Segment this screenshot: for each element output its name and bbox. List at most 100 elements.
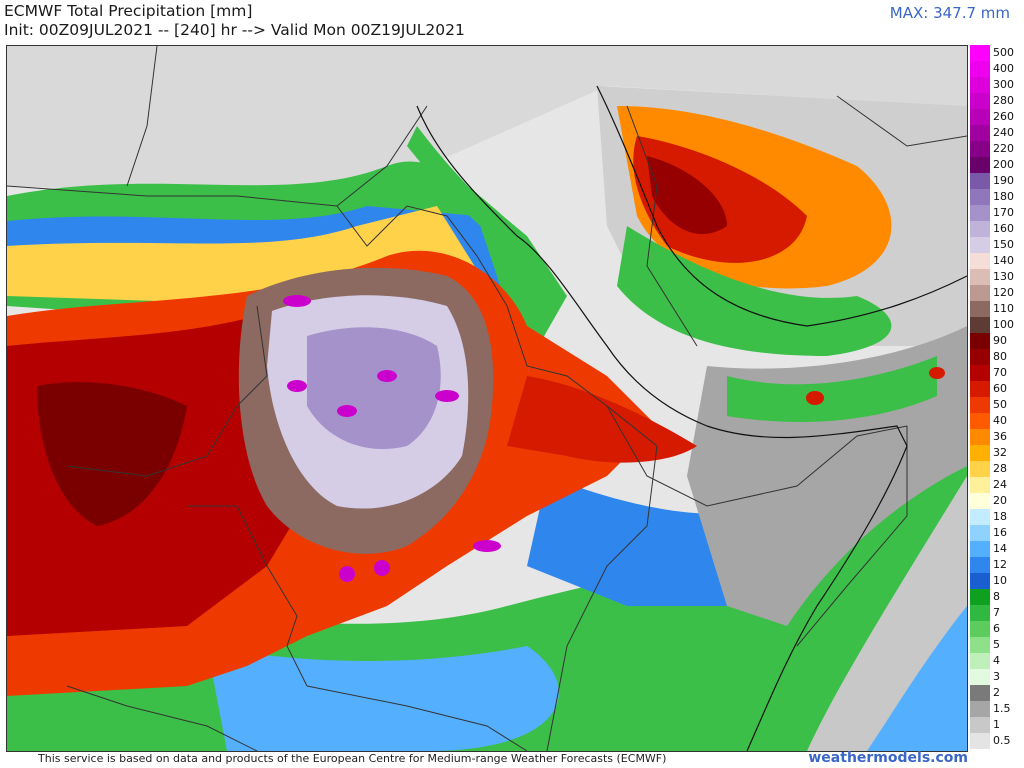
legend-item: 400	[970, 61, 1022, 77]
legend-swatch	[970, 77, 990, 93]
legend-label: 7	[993, 606, 1000, 619]
legend-swatch	[970, 557, 990, 573]
legend-label: 36	[993, 430, 1007, 443]
legend-swatch	[970, 301, 990, 317]
legend-swatch	[970, 381, 990, 397]
legend-label: 28	[993, 462, 1007, 475]
legend-label: 6	[993, 622, 1000, 635]
legend-swatch	[970, 317, 990, 333]
legend-swatch	[970, 237, 990, 253]
legend-item: 18	[970, 509, 1022, 525]
ocean-blue	[867, 606, 967, 751]
legend-swatch	[970, 685, 990, 701]
legend-label: 3	[993, 670, 1000, 683]
legend-item: 180	[970, 189, 1022, 205]
intense-core-1	[283, 295, 311, 307]
legend-label: 2	[993, 686, 1000, 699]
legend-swatch	[970, 589, 990, 605]
legend-swatch	[970, 653, 990, 669]
legend-item: 120	[970, 285, 1022, 301]
legend-label: 190	[993, 174, 1014, 187]
legend-swatch	[970, 285, 990, 301]
legend-label: 160	[993, 222, 1014, 235]
title-line-1: ECMWF Total Precipitation [mm]	[4, 2, 253, 20]
legend-label: 4	[993, 654, 1000, 667]
legend-label: 280	[993, 94, 1014, 107]
legend-swatch	[970, 669, 990, 685]
legend-swatch	[970, 733, 990, 749]
max-precip-label: MAX: 347.7 mm	[889, 4, 1010, 22]
legend-item: 60	[970, 381, 1022, 397]
legend-item: 90	[970, 333, 1022, 349]
legend-label: 70	[993, 366, 1007, 379]
intense-core-3	[435, 390, 459, 402]
title-line-2: Init: 00Z09JUL2021 -- [240] hr --> Valid…	[4, 21, 465, 39]
legend-label: 1.5	[993, 702, 1011, 715]
legend-item: 16	[970, 525, 1022, 541]
legend-item: 170	[970, 205, 1022, 221]
legend-item: 5	[970, 637, 1022, 653]
legend-item: 240	[970, 125, 1022, 141]
legend-item: 140	[970, 253, 1022, 269]
legend-label: 1	[993, 718, 1000, 731]
precipitation-map[interactable]	[6, 45, 968, 752]
legend-swatch	[970, 109, 990, 125]
legend-item: 36	[970, 429, 1022, 445]
legend-swatch	[970, 445, 990, 461]
legend-swatch	[970, 189, 990, 205]
legend-label: 32	[993, 446, 1007, 459]
legend-swatch	[970, 621, 990, 637]
legend-item: 28	[970, 461, 1022, 477]
blue-region-south	[207, 646, 559, 751]
legend-label: 24	[993, 478, 1007, 491]
highland-purple	[307, 327, 441, 450]
attribution-text: This service is based on data and produc…	[38, 752, 667, 765]
legend-swatch	[970, 701, 990, 717]
legend-swatch	[970, 125, 990, 141]
legend-swatch	[970, 365, 990, 381]
legend-label: 12	[993, 558, 1007, 571]
legend-swatch	[970, 477, 990, 493]
legend-label: 100	[993, 318, 1014, 331]
legend-item: 500	[970, 45, 1022, 61]
coastlines	[416, 85, 967, 751]
legend-swatch	[970, 525, 990, 541]
horn-green	[727, 356, 937, 422]
legend-item: 50	[970, 397, 1022, 413]
legend-swatch	[970, 93, 990, 109]
legend-label: 170	[993, 206, 1014, 219]
legend-swatch	[970, 205, 990, 221]
legend-item: 3	[970, 669, 1022, 685]
intense-core-2	[377, 370, 397, 382]
legend-label: 300	[993, 78, 1014, 91]
legend-swatch	[970, 605, 990, 621]
precip-legend: 500 400 300 280 260 240 220 200 190 180 170 160 150 1…	[970, 45, 1022, 749]
legend-label: 40	[993, 414, 1007, 427]
legend-item: 1.5	[970, 701, 1022, 717]
map-canvas	[7, 46, 967, 751]
legend-swatch	[970, 253, 990, 269]
red-sea-green	[407, 126, 527, 256]
legend-label: 50	[993, 398, 1007, 411]
legend-label: 18	[993, 510, 1007, 523]
legend-label: 16	[993, 526, 1007, 539]
legend-item: 190	[970, 173, 1022, 189]
legend-swatch	[970, 157, 990, 173]
legend-label: 60	[993, 382, 1007, 395]
legend-label: 110	[993, 302, 1014, 315]
intense-core-8	[374, 560, 390, 576]
legend-item: 100	[970, 317, 1022, 333]
legend-label: 20	[993, 494, 1007, 507]
site-link[interactable]: weathermodels.com	[808, 750, 968, 766]
intense-core-4	[287, 380, 307, 392]
legend-swatch	[970, 397, 990, 413]
legend-item: 160	[970, 221, 1022, 237]
legend-label: 260	[993, 110, 1014, 123]
map-title: ECMWF Total Precipitation [mm] Init: 00Z…	[4, 2, 465, 40]
legend-swatch	[970, 413, 990, 429]
legend-swatch	[970, 45, 990, 61]
intense-core-5	[337, 405, 357, 417]
legend-item: 2	[970, 685, 1022, 701]
legend-item: 14	[970, 541, 1022, 557]
country-borders	[7, 46, 967, 751]
